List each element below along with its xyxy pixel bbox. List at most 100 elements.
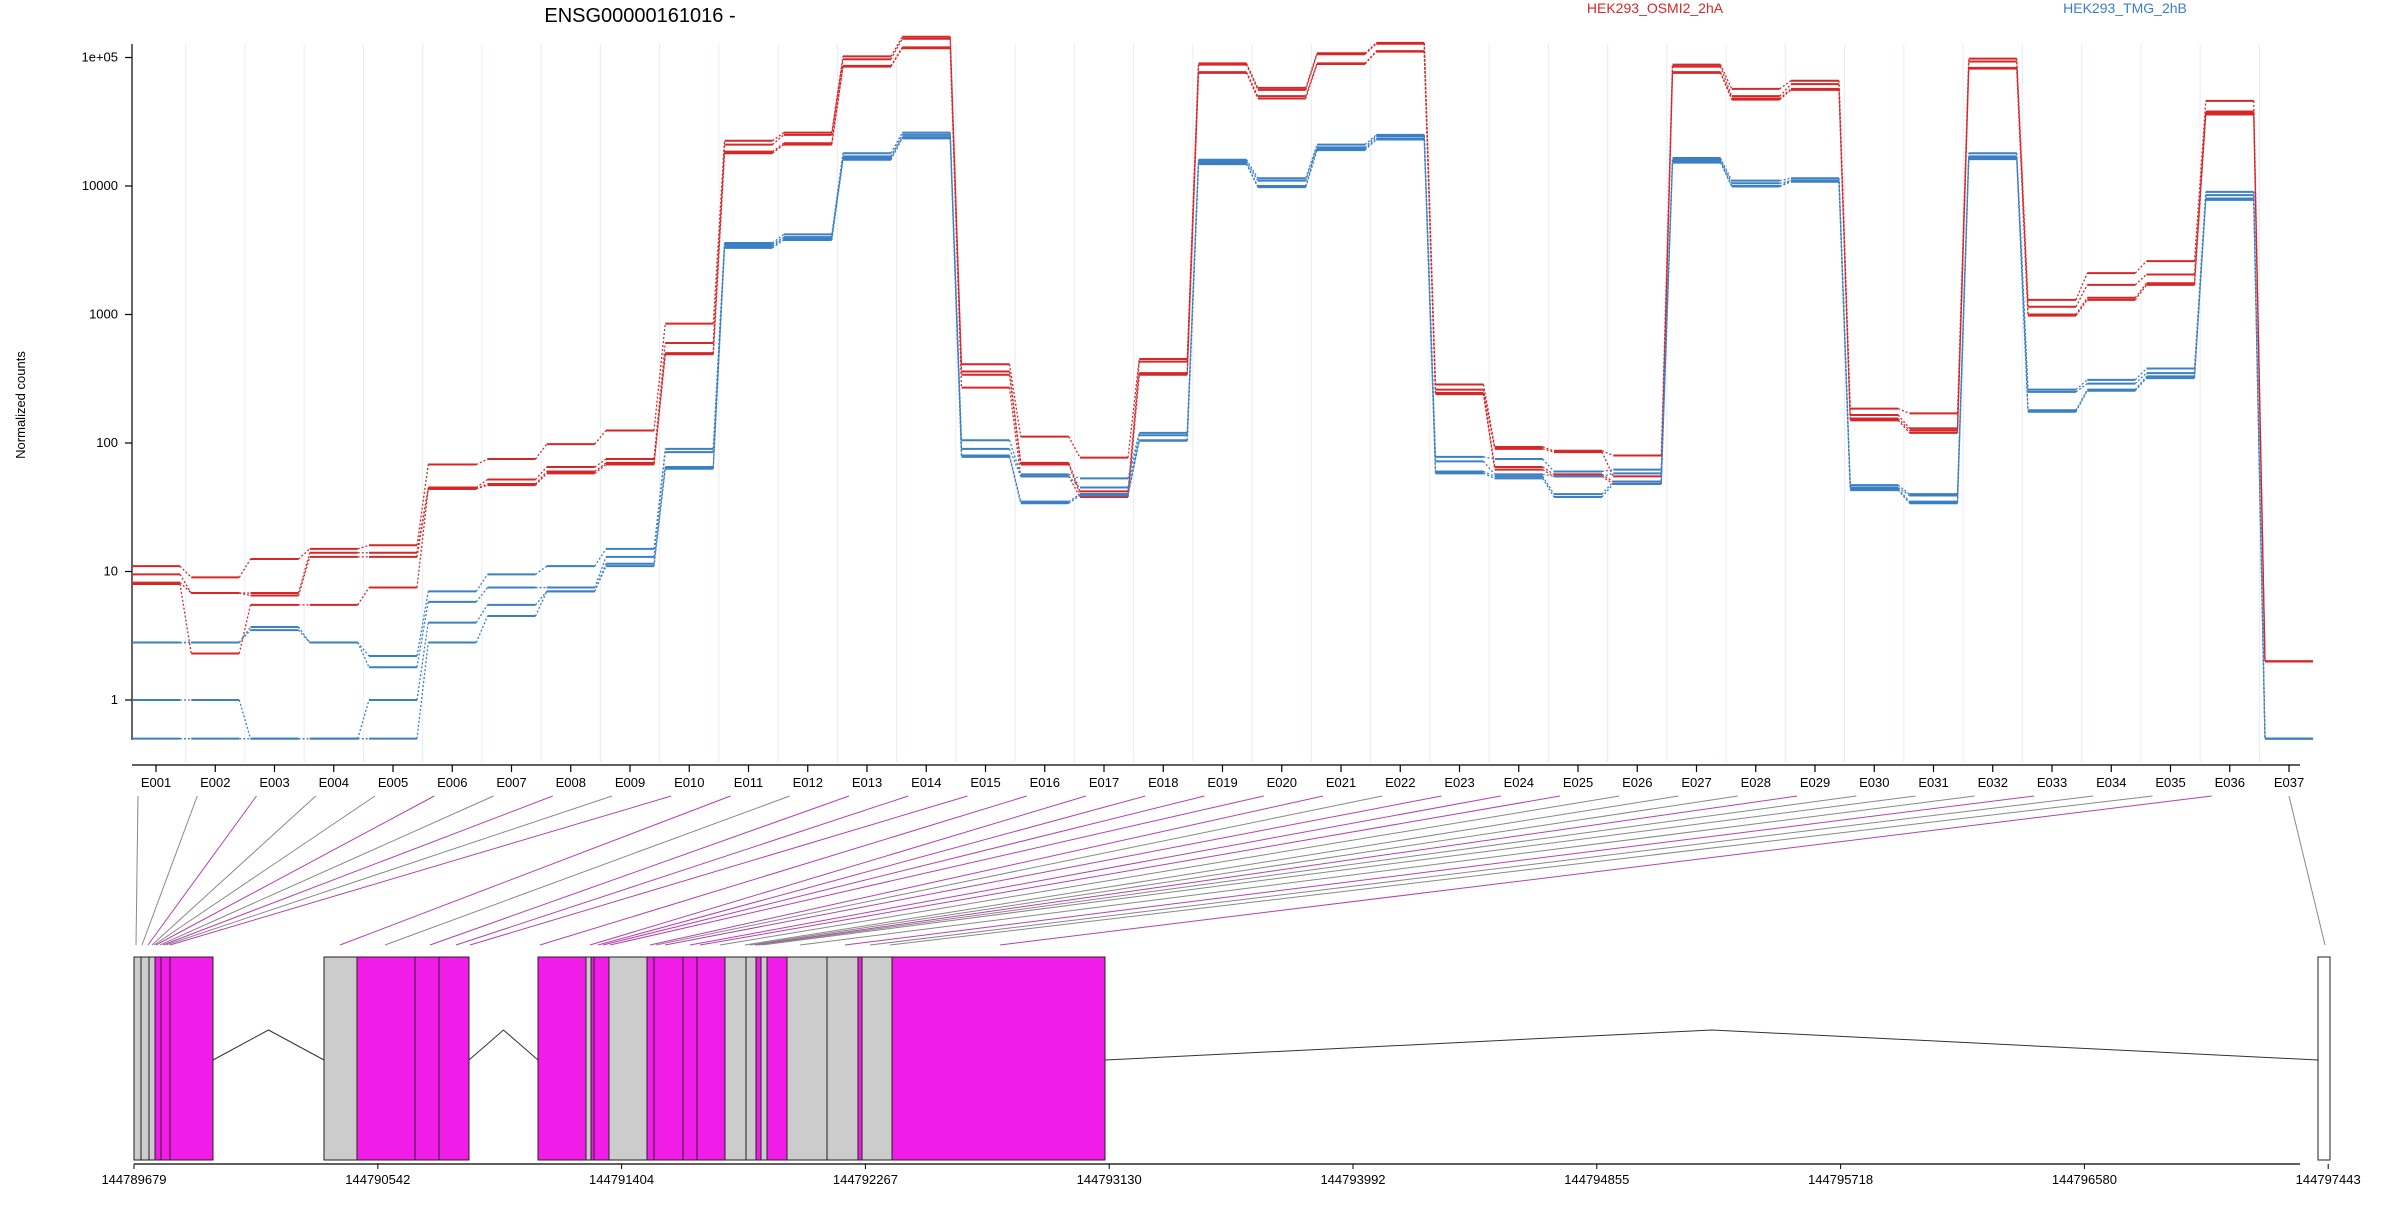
- exon-link: [162, 795, 553, 946]
- series-connector: [416, 642, 429, 739]
- series-connector: [2193, 199, 2207, 379]
- series-connector: [238, 629, 251, 643]
- series-connector: [2253, 199, 2266, 739]
- exon-block: [766, 956, 788, 1161]
- series-connector: [594, 548, 607, 567]
- exon-block: [154, 956, 162, 1161]
- x-tick-label: E026: [1622, 775, 1652, 790]
- exon-link: [141, 795, 198, 946]
- genomic-tick-label: 144791404: [589, 1172, 654, 1187]
- intron-line: [212, 1029, 325, 1061]
- series-connector: [1779, 89, 1792, 101]
- exon-block: [682, 956, 698, 1161]
- series-connector: [1127, 435, 1140, 488]
- x-tick-label: E004: [319, 775, 349, 790]
- exon-link: [999, 795, 2212, 946]
- series-connector: [1245, 159, 1259, 179]
- series-connector: [949, 48, 963, 388]
- x-tick-label: E020: [1267, 775, 1297, 790]
- y-tick-label: 10000: [82, 178, 118, 193]
- series-blue: [132, 136, 2313, 740]
- x-tick-label: E025: [1563, 775, 1593, 790]
- x-tick-label: E021: [1326, 775, 1356, 790]
- series-connector: [1364, 43, 1377, 55]
- series-connector: [416, 488, 429, 588]
- exon-block: [438, 956, 470, 1161]
- exon-link: [655, 795, 1383, 946]
- y-tick-label: 1e+05: [81, 50, 118, 65]
- series-connector: [1542, 473, 1555, 478]
- x-tick-label: E012: [793, 775, 823, 790]
- exon-block: [653, 956, 684, 1161]
- exon-link: [719, 795, 1620, 946]
- exon-block: [755, 956, 762, 1161]
- exon-block: [140, 956, 150, 1161]
- series-connector: [1364, 137, 1377, 150]
- x-tick-label: E011: [734, 775, 763, 790]
- series-connector: [238, 604, 252, 654]
- x-tick-label: E016: [1030, 775, 1060, 790]
- axes: 1 10 100 1000 10000 1e+05 E001 E002 E003 E004 E005…: [81, 44, 2304, 790]
- series-connector: [1897, 419, 1910, 434]
- exon-link: [749, 795, 1738, 946]
- exon-link: [165, 795, 613, 946]
- series-connector: [416, 622, 429, 701]
- series-connector: [238, 699, 252, 739]
- series-connector: [297, 626, 311, 643]
- exon-block: [2317, 956, 2331, 1161]
- series-connector: [1423, 51, 1437, 395]
- exon-link: [384, 795, 790, 946]
- series-connector: [1719, 159, 1733, 184]
- x-tick-label: E032: [1978, 775, 2008, 790]
- series-connector: [2016, 68, 2029, 316]
- series-connector: [416, 591, 429, 657]
- series-connector: [1601, 481, 1614, 495]
- x-tick-label: E027: [1681, 775, 1711, 790]
- series-connector: [1305, 149, 1318, 188]
- series-connector: [179, 565, 192, 578]
- series-connector: [831, 66, 844, 145]
- series-connector: [298, 548, 311, 560]
- exon-block: [169, 956, 214, 1161]
- exon-link: [539, 795, 1027, 946]
- series-connector: [1542, 448, 1555, 453]
- series-connector: [238, 558, 252, 578]
- exon-block: [696, 956, 726, 1161]
- series-connector: [2075, 299, 2088, 317]
- exon-link: [469, 795, 968, 946]
- x-tick-label: E007: [496, 775, 526, 790]
- series-connector: [653, 452, 666, 557]
- series-connector: [2134, 273, 2147, 286]
- series-connector: [298, 629, 311, 643]
- series-connector: [772, 134, 785, 146]
- series-connector: [416, 464, 429, 546]
- series-connector: [1779, 180, 1792, 184]
- exon-block: [760, 956, 768, 1161]
- series-connector: [1897, 489, 1910, 504]
- series-connector: [1068, 475, 1081, 489]
- x-tick-label: E023: [1444, 775, 1474, 790]
- series-connector: [2075, 284, 2088, 307]
- series-connector: [1364, 134, 1377, 146]
- series-connector: [2134, 372, 2147, 385]
- series-connector: [416, 601, 429, 668]
- exon-link: [153, 795, 376, 946]
- series-connector: [1719, 157, 1733, 181]
- series-connector: [416, 488, 429, 557]
- series-connector: [1245, 163, 1259, 188]
- y-tick-label: 1000: [89, 307, 118, 322]
- series-connector: [594, 556, 607, 588]
- series-connector: [534, 443, 548, 460]
- x-tick-label: E014: [911, 775, 941, 790]
- exon-link: [757, 795, 1857, 946]
- series-connector: [1838, 181, 1851, 491]
- x-tick-label: E003: [259, 775, 289, 790]
- exon-link: [151, 795, 317, 946]
- series-connector: [1068, 462, 1081, 492]
- series-connector: [2134, 282, 2148, 299]
- series-connector: [653, 448, 666, 549]
- exon-block: [585, 956, 592, 1161]
- series-connector: [1719, 72, 1733, 100]
- series-connector: [357, 642, 370, 668]
